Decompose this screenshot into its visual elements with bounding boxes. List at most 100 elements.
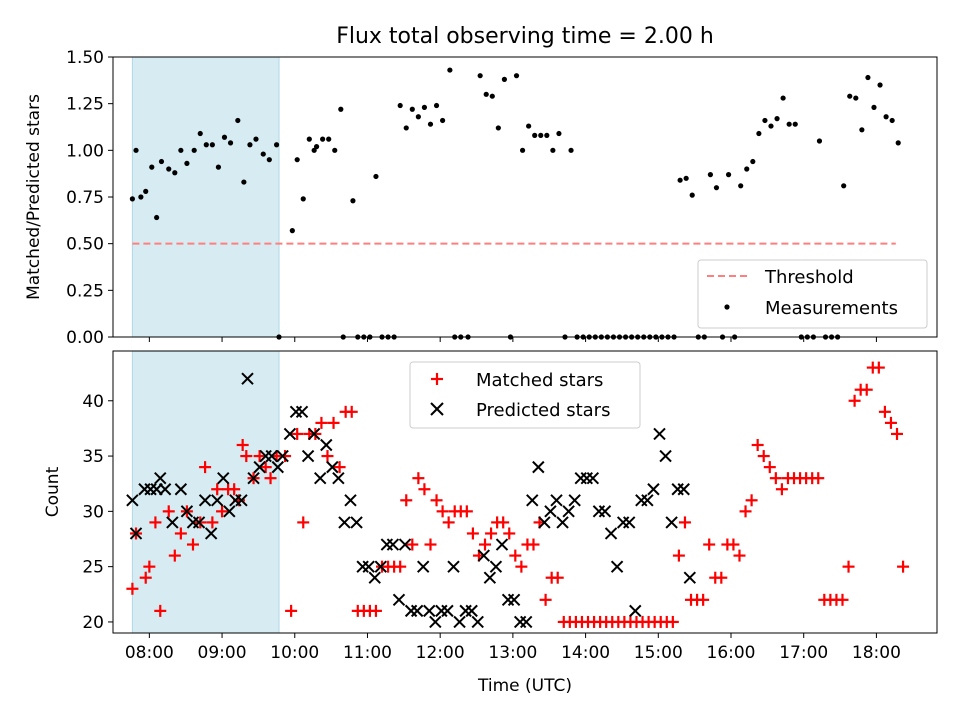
matched-star-marker <box>126 582 139 595</box>
measurement-point <box>403 125 409 131</box>
measurement-point <box>227 140 234 146</box>
matched-star-marker <box>812 472 825 485</box>
matched-star-marker <box>539 593 552 606</box>
measurement-point <box>447 67 453 73</box>
legend-measurements-label: Measurements <box>765 298 898 319</box>
matched-star-marker <box>485 527 498 540</box>
measurement-point <box>320 136 326 142</box>
measurement-point <box>273 142 280 148</box>
matched-star-marker <box>442 516 455 529</box>
predicted-star-marker <box>386 538 400 551</box>
measurement-point <box>241 179 247 185</box>
legend-matched-label: Matched stars <box>476 370 603 391</box>
measurement-point <box>689 192 695 198</box>
predicted-star-marker <box>477 549 491 562</box>
top-y-axis-label: Matched/Predicted stars <box>24 94 44 300</box>
matched-star-marker <box>479 538 492 551</box>
predicted-star-marker <box>332 471 345 485</box>
bottom-x-tick-label: 18:00 <box>852 643 901 663</box>
matched-star-marker <box>527 538 540 551</box>
measurement-point <box>143 188 149 194</box>
matched-star-marker <box>666 615 679 628</box>
measurement-point <box>871 104 877 110</box>
matched-star-marker <box>678 516 691 529</box>
bottom-axes-frame <box>112 350 938 634</box>
predicted-star-marker <box>344 494 357 507</box>
measurement-point <box>841 183 847 189</box>
bottom-x-tick-label: 09:00 <box>198 643 247 663</box>
measurement-point <box>409 106 415 112</box>
matched-star-marker <box>769 472 782 485</box>
top-y-tick-label: 0.50 <box>66 235 104 255</box>
predicted-star-marker <box>538 516 551 529</box>
top-subplot: 0.00 0.25 0.50 0.75 1.00 1.25 1.50 Matched/Pre… <box>24 48 938 348</box>
legend-matched-swatch <box>431 373 443 385</box>
matched-star-marker <box>703 538 716 551</box>
predicted-star-marker <box>483 571 497 584</box>
measurement-point <box>154 214 160 221</box>
matched-star-marker <box>872 361 885 374</box>
predicted-star-marker <box>253 460 266 474</box>
predicted-star-marker <box>447 560 460 573</box>
bottom-y-tick-label: 25 <box>82 558 104 578</box>
matched-star-marker <box>757 450 770 463</box>
measurement-point <box>677 177 683 183</box>
predicted-star-marker <box>362 560 375 573</box>
predicted-star-marker <box>465 604 478 618</box>
predicted-star-marker <box>374 560 388 573</box>
bottom-x-tick-label: 14:00 <box>561 643 610 663</box>
predicted-star-marker <box>211 494 224 507</box>
matched-star-marker <box>672 549 685 562</box>
matched-star-marker <box>240 450 253 463</box>
legend-predicted-swatch <box>430 402 444 416</box>
predicted-star-marker <box>158 483 172 496</box>
measurement-point <box>209 142 215 148</box>
measurement-point <box>184 160 190 166</box>
matched-star-marker <box>297 516 310 529</box>
matched-star-marker <box>279 450 292 463</box>
predicted-star-marker <box>453 615 466 629</box>
matched-star-marker <box>143 560 156 573</box>
predicted-star-marker <box>526 494 539 507</box>
predicted-star-marker <box>350 516 363 529</box>
matched-star-marker <box>412 472 425 485</box>
predicted-star-marker <box>174 483 188 496</box>
measurement-point <box>306 136 312 142</box>
matched-star-marker <box>206 516 219 529</box>
matched-star-marker <box>211 483 224 496</box>
matched-star-marker <box>775 483 788 496</box>
bottom-x-tick-label: 08:00 <box>125 643 174 663</box>
predicted-star-marker <box>610 560 624 573</box>
predicted-star-marker <box>665 516 678 529</box>
matched-star-marker <box>733 549 746 562</box>
matched-star-marker <box>503 527 516 540</box>
predicted-star-marker <box>495 538 509 551</box>
measurement-point <box>397 102 403 109</box>
predicted-star-marker <box>423 604 436 618</box>
top-highlight-span <box>131 56 280 338</box>
matched-star-marker <box>424 538 437 551</box>
predicted-star-marker <box>556 516 569 529</box>
predicted-star-marker <box>338 516 351 529</box>
measurement-point <box>427 121 434 127</box>
bottom-y-ticks: 20 25 30 35 40 <box>82 392 113 633</box>
predicted-star-marker <box>320 438 333 452</box>
measurement-point <box>294 157 300 163</box>
predicted-star-marker <box>604 527 618 540</box>
bottom-subplot: 20 25 30 35 40 08:00 09:00 10:00 11:00 12:00 13:0… <box>43 350 938 696</box>
matched-star-marker <box>228 483 241 496</box>
predicted-star-marker <box>659 449 672 463</box>
matched-star-marker <box>848 394 861 407</box>
measurement-point <box>433 102 440 109</box>
measurement-point <box>350 198 356 204</box>
bottom-x-tick-label: 15:00 <box>634 643 683 663</box>
measurement-point <box>415 114 421 120</box>
top-y-tick-label: 1.25 <box>66 95 104 115</box>
predicted-star-marker <box>598 505 612 518</box>
legend-threshold-label: Threshold <box>764 267 854 288</box>
predicted-star-marker <box>314 471 327 485</box>
matched-star-marker <box>897 560 910 573</box>
figure-title: Flux total observing time = 2.00 h <box>336 24 714 49</box>
measurement-point <box>440 117 446 124</box>
